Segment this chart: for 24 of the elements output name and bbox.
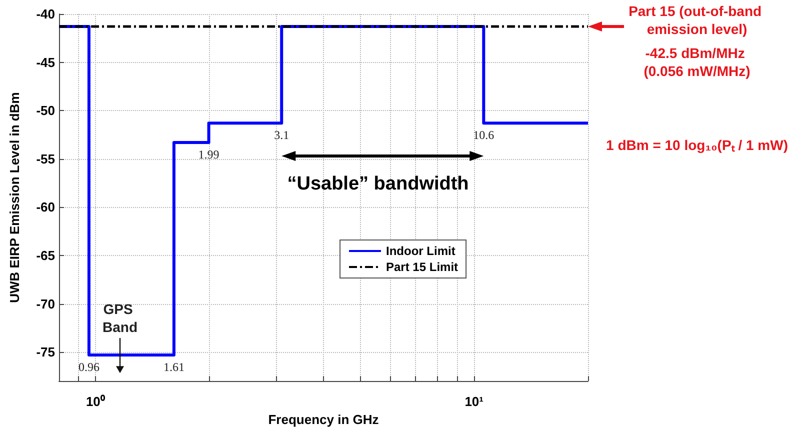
annotation: “Usable” bandwidth <box>287 174 469 194</box>
x-tick-label: 10⁰ <box>86 394 106 410</box>
y-tick-label: -50 <box>36 103 55 118</box>
y-tick-label: -65 <box>36 248 55 264</box>
y-tick-label: -60 <box>36 200 55 215</box>
annotation: 1.99 <box>198 147 220 162</box>
x-axis-title: Frequency in GHz <box>268 412 380 427</box>
y-tick-label: -45 <box>36 54 55 70</box>
y-tick-label: -55 <box>36 151 55 166</box>
x-tick-label: 10¹ <box>464 394 484 410</box>
legend-label: Indoor Limit <box>386 244 456 258</box>
text: -42.5 dBm/MHz (0.056 mW/MHz) <box>644 45 750 79</box>
annotation: 10.6 <box>473 128 494 142</box>
text: 1 dBm = 10 log₁₀(Pₜ / 1 mW) <box>606 137 788 153</box>
annotation: 3.1 <box>274 128 290 142</box>
y-axis-title: UWB EIRP Emission Level in dBm <box>7 92 22 303</box>
text: Part 15 (out-of-band emission level) <box>628 3 766 37</box>
y-tick-label: -40 <box>36 6 55 22</box>
annotation: 1.61 <box>163 360 184 374</box>
y-tick-label: -70 <box>36 296 55 312</box>
y-tick-label: -75 <box>36 344 55 360</box>
annotation: GPS Band <box>102 301 138 335</box>
annotation: 0.96 <box>78 360 100 374</box>
legend-label: Part 15 Limit <box>386 260 458 274</box>
